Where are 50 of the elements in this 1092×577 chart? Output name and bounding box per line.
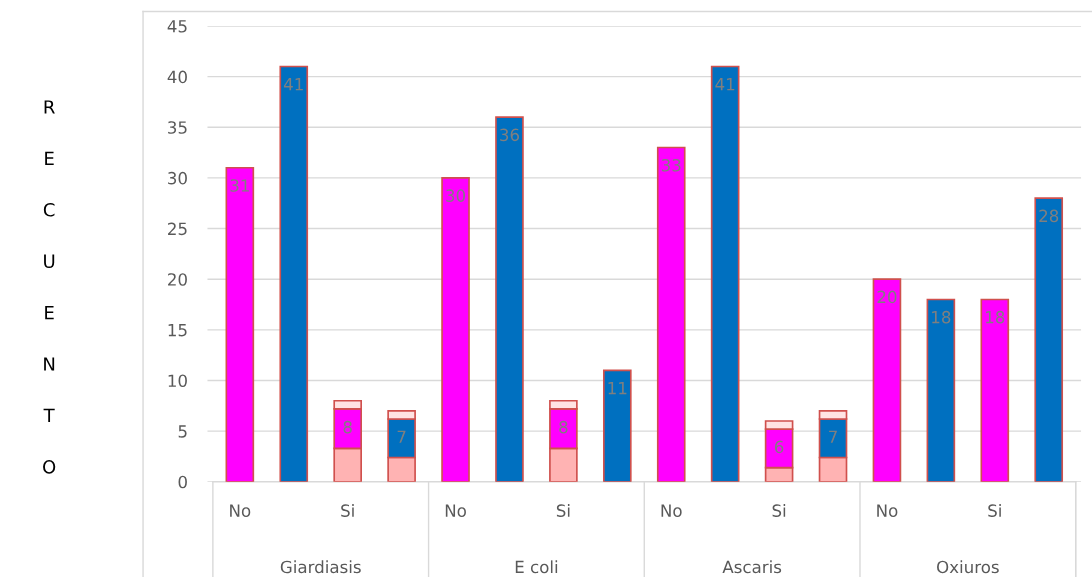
total-label: 7 [829, 430, 837, 443]
x-tick-label: No [230, 504, 251, 517]
y-tick-label: 45 [167, 20, 187, 33]
y-tick-label: 10 [168, 374, 187, 388]
bar [279, 65, 309, 482]
y-tick-label: 35 [168, 121, 187, 134]
x-tick-label: No [445, 504, 466, 517]
total-label: 30 [446, 189, 466, 202]
bar [872, 278, 902, 482]
total-label: 31 [230, 179, 249, 192]
text: RECUENTO [43, 100, 56, 474]
total-label: 28 [1039, 209, 1059, 223]
total-label: 8 [343, 420, 352, 434]
y-tick-label: 30 [168, 171, 187, 185]
bar [225, 166, 255, 482]
total-label: 18 [986, 310, 1005, 324]
y-tick-label: 15 [168, 324, 187, 337]
bar [441, 177, 470, 482]
x-tick-label: No [661, 504, 682, 517]
text: Ascaris [722, 560, 782, 574]
total-label: 18 [932, 310, 951, 324]
total-label: 33 [661, 158, 681, 172]
text: Oxiuros [937, 560, 999, 574]
bar [656, 146, 686, 482]
x-tick-label: Si [772, 504, 786, 517]
total-label: 8 [559, 420, 568, 434]
total-label: 6 [774, 440, 784, 454]
total-label: 41 [283, 78, 303, 91]
total-label: 36 [500, 128, 520, 142]
y-tick-label: 40 [167, 70, 187, 84]
x-tick-label: Si [341, 504, 354, 517]
y-tick-label: 25 [168, 222, 187, 236]
bar [495, 116, 524, 482]
total-label: 41 [715, 78, 735, 91]
text: Giardiasis [280, 560, 361, 574]
total-label: 20 [877, 290, 897, 304]
x-tick-label: Si [988, 504, 1001, 517]
x-tick-label: No [877, 504, 898, 517]
bar [926, 298, 956, 482]
bar [710, 65, 740, 482]
y-tick-label: 0 [178, 475, 187, 489]
text: E coli [515, 560, 558, 574]
bar [980, 298, 1010, 482]
y-tick-label: 5 [178, 425, 187, 438]
x-tick-label: Si [556, 504, 570, 517]
total-label: 7 [397, 430, 406, 443]
y-tick-label: 20 [168, 273, 187, 286]
bar [603, 369, 632, 482]
total-label: 11 [608, 381, 627, 395]
bar [1034, 197, 1064, 482]
